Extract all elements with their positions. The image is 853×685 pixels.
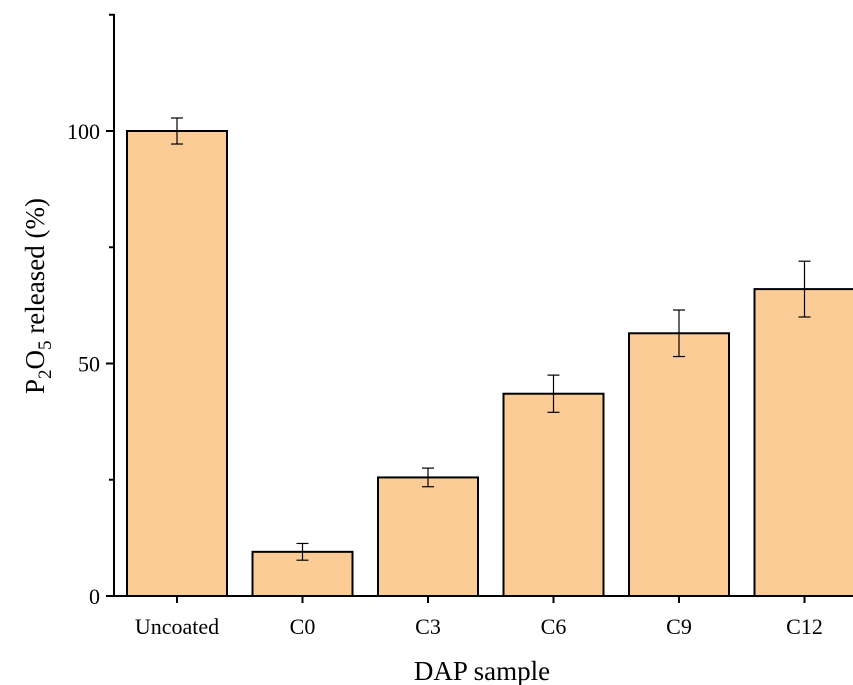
y-tick-label: 50 [78,352,100,377]
y-tick-label: 0 [89,584,100,609]
x-tick-label-uncoated: Uncoated [135,614,219,639]
x-tick-label-c6: C6 [541,614,567,639]
bar-c3 [377,476,479,597]
y-title-prefix: P [20,379,50,394]
y-tick-label: 100 [67,119,100,144]
bar-c12 [753,288,853,597]
x-axis-title: DAP sample [414,656,550,685]
x-tick-label-c12: C12 [786,614,823,639]
bar-c9 [628,332,730,597]
bars-group [126,130,853,598]
y-title-mid: O [20,350,50,370]
y-title-suffix: released (%) [20,198,50,340]
y-axis-title: P2O5 released (%) [20,198,56,394]
x-ticks-group: Uncoated C0 C3 C6 C9 C12 [135,596,823,639]
bar-uncoated [126,130,228,597]
y-ticks-group: 0 50 100 [67,13,114,609]
x-tick-label-c3: C3 [415,614,441,639]
x-tick-label-c0: C0 [290,614,316,639]
y-title-sub1: 2 [35,369,56,379]
bar-c6 [502,392,605,597]
x-tick-label-c9: C9 [666,614,692,639]
y-title-sub2: 5 [35,340,56,350]
error-bars-group [171,117,811,561]
